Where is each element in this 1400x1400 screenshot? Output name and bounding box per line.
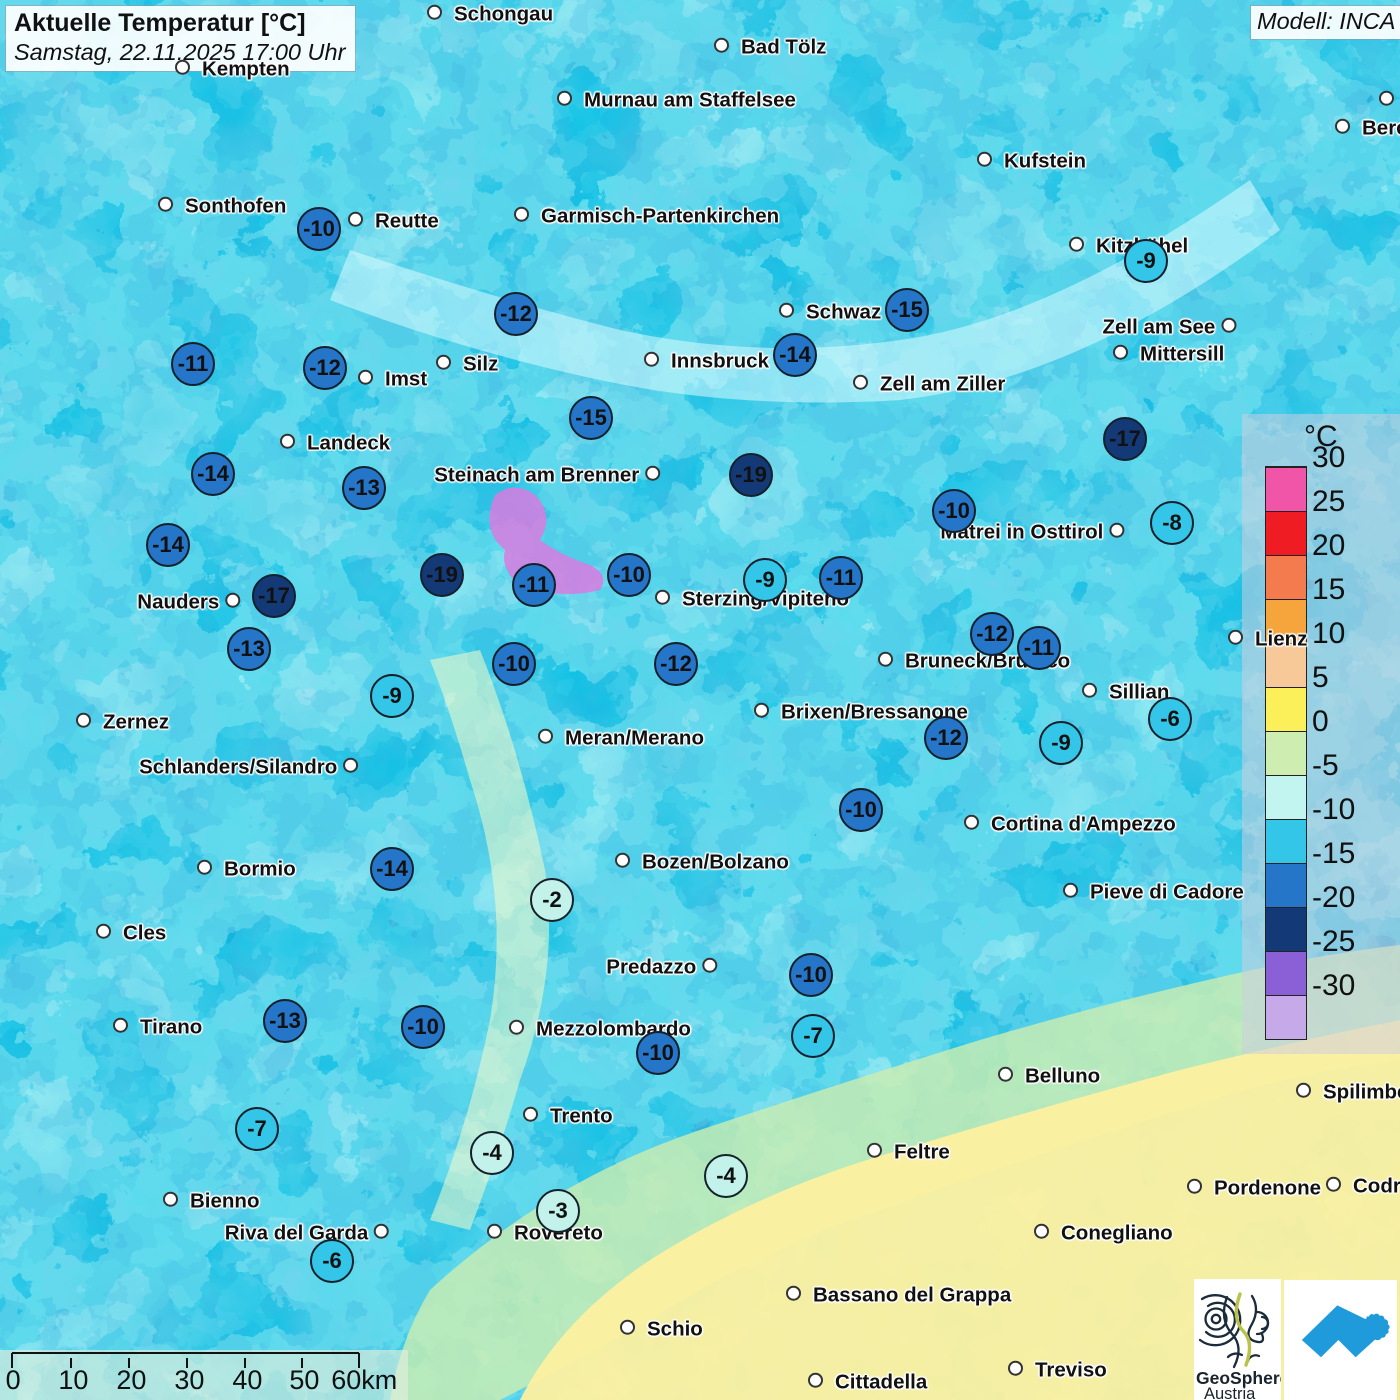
svg-text:Austria: Austria — [1204, 1385, 1256, 1400]
